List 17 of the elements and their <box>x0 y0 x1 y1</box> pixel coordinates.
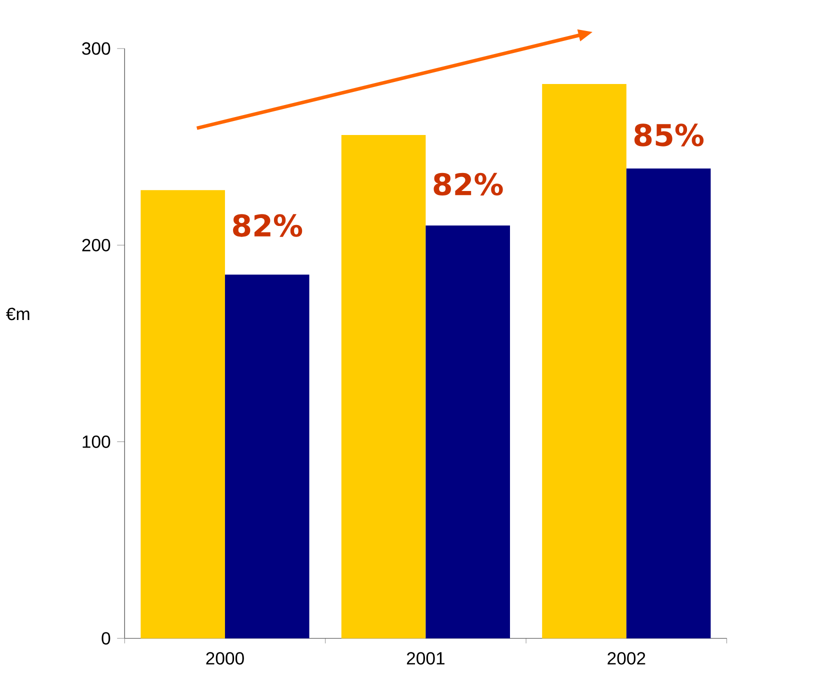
x-tick-label: 2000 <box>206 652 244 664</box>
annotation: 82% <box>434 172 503 196</box>
bar <box>341 134 426 638</box>
bar <box>626 168 711 638</box>
x-tick-label: 2001 <box>406 652 444 664</box>
y-axis-title: €m <box>6 308 30 320</box>
annotation: 85% <box>634 124 704 146</box>
annotation: 82% <box>233 214 302 237</box>
y-tick-label: 100 <box>82 435 110 448</box>
x-tick-label: 2002 <box>608 652 646 664</box>
bar <box>140 190 225 638</box>
bar <box>542 84 626 638</box>
y-tick-label: 300 <box>82 42 110 55</box>
bar <box>224 274 310 638</box>
y-tick-label: 200 <box>82 238 110 252</box>
y-tick-label: 0 <box>102 632 110 644</box>
bar <box>426 225 510 638</box>
